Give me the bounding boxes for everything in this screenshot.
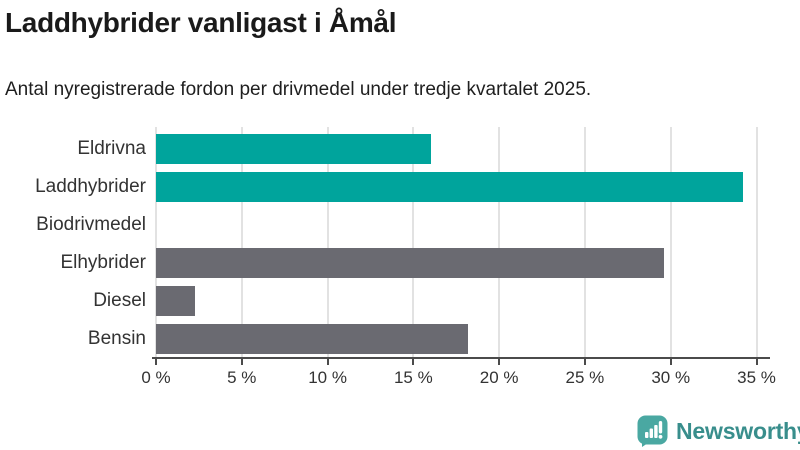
category-label: Bensin — [87, 328, 146, 349]
x-axis-tick-label: 35 % — [737, 368, 776, 387]
bar-laddhybrider — [156, 172, 743, 202]
gridline — [583, 127, 586, 357]
category-label: Biodrivmedel — [36, 214, 146, 235]
gridline — [669, 127, 672, 357]
bar-elhybrider — [156, 248, 664, 278]
category-label: Diesel — [93, 290, 146, 311]
bar-diesel — [156, 286, 196, 316]
x-axis-tick-label: 5 % — [227, 368, 257, 387]
newsworthy-brand-text: Newsworthy — [676, 417, 800, 444]
gridline — [155, 127, 157, 357]
x-axis-tick-mark — [755, 359, 758, 365]
x-axis-tick-mark — [240, 359, 243, 365]
x-axis-tick-label: 20 % — [479, 368, 519, 387]
bar-bensin — [156, 324, 469, 354]
gridline — [498, 127, 501, 357]
x-axis-tick-label: 10 % — [308, 368, 347, 387]
newsworthy-logo-link[interactable]: Newsworthy — [637, 415, 800, 447]
x-axis-tick-label: 30 % — [651, 368, 691, 387]
category-label: Elhybrider — [60, 252, 146, 273]
gridline — [755, 127, 758, 357]
bar-eldrivna — [156, 134, 431, 164]
x-axis-tick-label: 0 % — [141, 368, 171, 387]
page-subtitle: Antal nyregistrerade fordon per drivmede… — [5, 79, 592, 100]
x-axis-tick-label: 15 % — [393, 368, 433, 387]
gridline — [240, 127, 243, 357]
gridline — [326, 127, 329, 357]
page-title: Laddhybrider vanligast i Åmål — [5, 7, 397, 38]
x-axis-tick-label: 25 % — [565, 368, 605, 387]
x-axis-line — [152, 357, 770, 359]
x-axis-tick-mark — [583, 359, 586, 365]
x-axis-tick-mark — [326, 359, 329, 365]
category-label: Laddhybrider — [35, 176, 146, 197]
newsworthy-logo-icon — [637, 415, 668, 447]
x-axis-tick-mark — [669, 359, 672, 365]
x-axis-tick-mark — [412, 359, 415, 365]
plot-area: 0 % 5 % 10 % 15 % 20 % 25 % 30 % 35 % Eldrivna La… — [35, 127, 776, 387]
x-axis-tick-mark — [155, 359, 157, 365]
gridline — [412, 127, 415, 357]
category-label: Eldrivna — [77, 138, 146, 159]
x-axis-tick-mark — [498, 359, 501, 365]
